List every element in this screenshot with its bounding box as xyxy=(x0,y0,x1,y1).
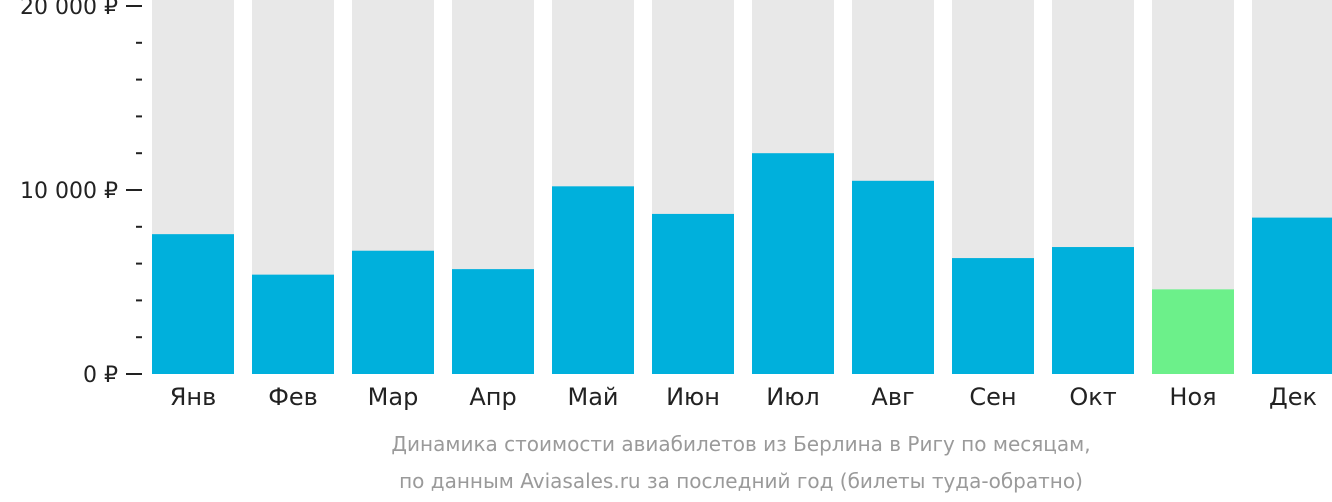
x-tick-label: Янв xyxy=(170,383,217,411)
caption-line-1: Динамика стоимости авиабилетов из Берлин… xyxy=(391,432,1090,456)
price-bars xyxy=(152,153,1332,374)
x-tick-label: Ноя xyxy=(1169,383,1216,411)
bar-10[interactable] xyxy=(1052,247,1134,374)
x-axis-labels: Янв Фев Мар Апр Май Июн Июл Авг Сен Окт Ноя Дек xyxy=(170,383,1317,411)
bar-6[interactable] xyxy=(652,213,734,374)
bar-7[interactable] xyxy=(752,153,834,374)
x-tick-label: Окт xyxy=(1069,383,1116,411)
bar-11[interactable] xyxy=(1152,289,1234,374)
bar-9[interactable] xyxy=(952,258,1034,374)
y-tick-label: 0 ₽ xyxy=(83,363,118,388)
caption-line-2: по данным Aviasales.ru за последний год … xyxy=(399,469,1083,493)
bar-12[interactable] xyxy=(1252,217,1332,374)
bar-8[interactable] xyxy=(852,180,934,374)
x-tick-label: Авг xyxy=(871,383,914,411)
chart-caption: Динамика стоимости авиабилетов из Берлин… xyxy=(391,432,1090,493)
bar-1[interactable] xyxy=(152,234,234,374)
y-tick-label: 10 000 ₽ xyxy=(20,179,118,204)
bar-2[interactable] xyxy=(252,274,334,374)
x-tick-label: Фев xyxy=(268,383,318,411)
x-tick-label: Сен xyxy=(969,383,1016,411)
x-tick-label: Июн xyxy=(666,383,720,411)
y-tick-label: 20 000 ₽ xyxy=(20,0,118,20)
x-tick-label: Мар xyxy=(368,383,419,411)
x-tick-label: Июл xyxy=(766,383,820,411)
bar-3[interactable] xyxy=(352,250,434,374)
bar-5[interactable] xyxy=(552,186,634,374)
x-tick-label: Апр xyxy=(469,383,516,411)
y-axis: 0 ₽ 10 000 ₽ 20 000 ₽ xyxy=(20,0,142,388)
bar-4[interactable] xyxy=(452,269,534,374)
x-tick-label: Дек xyxy=(1269,383,1317,411)
x-tick-label: Май xyxy=(567,383,618,411)
